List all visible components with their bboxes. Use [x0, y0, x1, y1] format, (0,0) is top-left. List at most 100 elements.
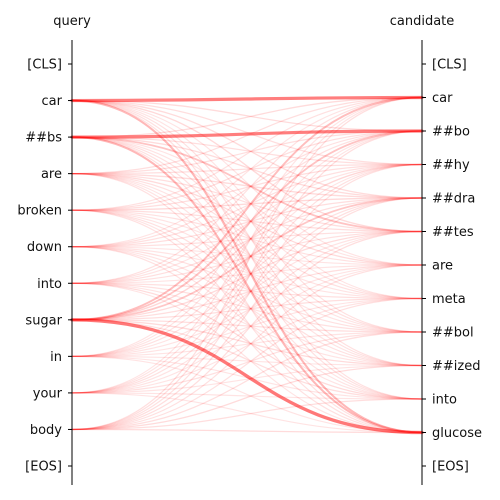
attention-line-9-4	[71, 197, 423, 394]
attention-line-5-11	[71, 246, 423, 434]
attention-line-10-8	[71, 331, 423, 431]
attention-line-9-5	[71, 230, 423, 394]
attention-line-6-2	[71, 130, 423, 284]
attention-line-7-3	[71, 163, 423, 321]
attention-line-8-4	[71, 197, 423, 357]
attention-line-7-11	[70, 318, 424, 435]
attention-line-4-9	[71, 209, 423, 367]
attention-line-5-2	[71, 130, 423, 248]
attention-line-10-11	[71, 428, 423, 434]
candidate-token-label: ##bo	[432, 125, 470, 140]
attention-line-1-5	[71, 99, 423, 233]
attention-line-3-8	[71, 173, 423, 333]
attention-line-7-2	[71, 130, 423, 321]
attention-line-1-2	[71, 99, 423, 132]
attention-line-2-10	[71, 136, 423, 400]
attention-line-7-9	[71, 319, 423, 367]
attention-line-4-1	[71, 96, 423, 211]
attention-line-10-3	[71, 163, 423, 431]
attention-line-6-5	[71, 230, 423, 284]
attention-line-9-7	[71, 297, 423, 394]
attention-line-6-9	[71, 282, 423, 367]
attention-line-3-7	[71, 173, 423, 300]
attention-lines	[70, 95, 424, 435]
attention-line-4-7	[71, 209, 423, 300]
attention-line-4-2	[71, 130, 423, 211]
attention-line-8-8	[71, 331, 423, 357]
attention-line-7-7	[71, 297, 423, 321]
attention-line-8-6	[71, 264, 423, 357]
attention-line-5-4	[71, 197, 423, 248]
attention-line-6-3	[71, 163, 423, 284]
attention-line-7-5	[71, 230, 423, 321]
attention-line-4-5	[71, 209, 423, 233]
attention-line-5-5	[71, 230, 423, 248]
attention-line-2-4	[71, 136, 423, 199]
candidate-token-label: ##tes	[432, 225, 474, 240]
attention-line-2-5	[71, 136, 423, 233]
attention-line-8-5	[71, 230, 423, 357]
attention-line-6-7	[71, 282, 423, 300]
candidate-token-label: meta	[432, 292, 466, 307]
query-token-label: [EOS]	[25, 460, 62, 475]
attention-line-9-10	[71, 392, 423, 400]
attention-line-5-7	[71, 246, 423, 300]
candidate-token-label: [EOS]	[432, 460, 469, 475]
candidate-token-label: ##ized	[432, 359, 480, 374]
attention-line-10-7	[71, 297, 423, 431]
attention-line-7-8	[71, 319, 423, 333]
query-token-label: your	[33, 386, 63, 401]
attention-line-6-6	[71, 264, 423, 284]
attention-line-5-6	[71, 246, 423, 266]
candidate-token-label: ##hy	[432, 158, 470, 173]
attention-line-1-6	[71, 99, 423, 266]
attention-line-8-9	[71, 355, 423, 367]
attention-line-3-11	[71, 173, 423, 434]
query-token-labels: [CLS] car ##bs are broken down into sugar in your…	[17, 58, 62, 475]
candidate-token-label: ##dra	[432, 192, 475, 207]
query-axis-title: query	[53, 14, 91, 29]
query-token-label: down	[27, 240, 62, 255]
query-token-label: in	[50, 350, 62, 365]
attention-line-1-11	[70, 99, 424, 434]
attention-line-8-1	[71, 96, 423, 357]
attention-line-3-9	[71, 173, 423, 367]
attention-line-1-10	[71, 99, 423, 400]
attention-line-10-9	[71, 364, 423, 431]
attention-line-1-4	[71, 99, 423, 199]
query-token-label: body	[30, 423, 62, 438]
attention-line-10-5	[71, 230, 423, 431]
attention-line-7-1	[71, 96, 423, 321]
attention-line-9-2	[71, 130, 423, 394]
attention-line-2-8	[71, 136, 423, 333]
query-token-label: ##bs	[25, 131, 62, 146]
attention-line-10-2	[71, 130, 423, 431]
attention-line-6-4	[71, 197, 423, 284]
attention-line-9-9	[71, 364, 423, 394]
attention-line-2-7	[71, 136, 423, 300]
attention-line-8-2	[71, 130, 423, 357]
candidate-token-label: are	[432, 259, 453, 274]
candidate-axis-title: candidate	[390, 14, 455, 29]
candidate-token-labels: [CLS] car ##bo ##hy ##dra ##tes are meta ##bol ##…	[432, 58, 482, 475]
attention-line-10-6	[71, 264, 423, 431]
query-token-label: broken	[17, 204, 62, 219]
attention-line-2-11	[70, 136, 424, 434]
attention-line-5-8	[71, 246, 423, 333]
attention-line-6-1	[71, 96, 423, 284]
attention-line-4-10	[71, 209, 423, 400]
attention-line-6-8	[71, 282, 423, 333]
attention-line-5-3	[71, 163, 423, 248]
attention-line-9-8	[71, 331, 423, 394]
query-token-label: [CLS]	[27, 58, 62, 73]
query-token-label: are	[41, 167, 62, 182]
attention-line-2-6	[71, 136, 423, 266]
attention-line-3-6	[71, 172, 423, 266]
attention-line-2-2	[70, 129, 424, 139]
attention-line-5-9	[71, 246, 423, 367]
attention-line-4-8	[71, 209, 423, 333]
query-token-label: sugar	[25, 313, 62, 328]
candidate-token-label: car	[432, 91, 453, 106]
attention-line-6-11	[71, 282, 423, 434]
attention-line-7-4	[71, 197, 423, 321]
